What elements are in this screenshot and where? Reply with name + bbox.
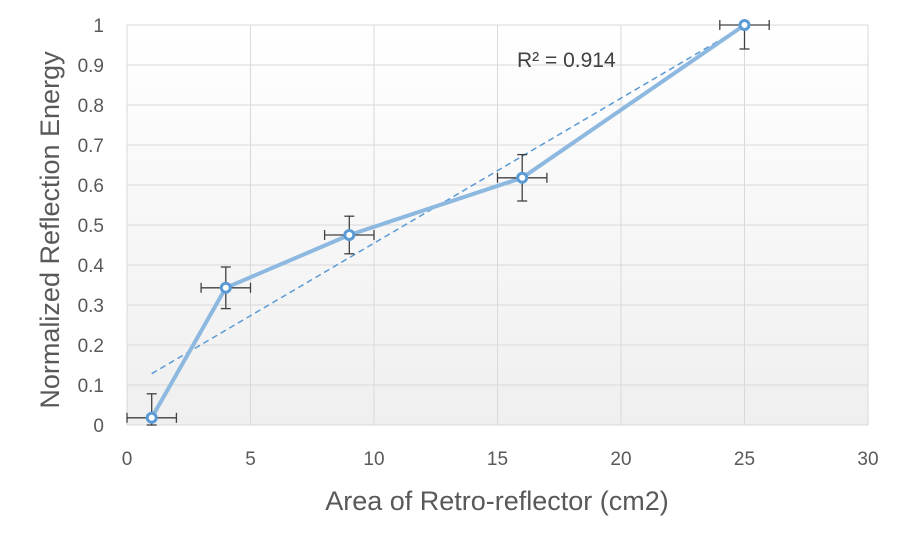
x-axis-ticks: 0 5 10 15 20 25 30: [122, 449, 879, 470]
x-tick-label-0: 0: [122, 449, 133, 470]
data-points: [145, 19, 751, 424]
r-squared-label: R² = 0.914: [517, 49, 616, 72]
y-tick-label-5: 0.5: [78, 216, 104, 237]
trendline: [151, 25, 745, 375]
x-tick-label-5: 25: [734, 449, 755, 470]
y-tick-label-6: 0.6: [78, 176, 104, 197]
y-axis-ticks: 0 0.1 0.2 0.3 0.4 0.5 0.6 0.7 0.8 0.9 1: [78, 16, 105, 437]
x-tick-label-2: 10: [363, 449, 384, 470]
x-tick-label-1: 5: [245, 449, 256, 470]
trendline-line: [151, 25, 745, 375]
data-point-2: [343, 229, 356, 241]
y-tick-label-8: 0.8: [78, 96, 104, 117]
x-tick-label-6: 30: [857, 449, 878, 470]
data-point-0: [145, 411, 158, 424]
y-tick-label-2: 0.2: [78, 336, 104, 357]
y-tick-label-7: 0.7: [78, 136, 104, 157]
y-tick-label-4: 0.4: [78, 256, 105, 277]
data-point-3: [516, 171, 529, 184]
x-axis-title: Area of Retro-reflector (cm2): [325, 486, 669, 516]
x-tick-label-3: 15: [487, 449, 508, 470]
y-tick-label-10: 1: [93, 16, 104, 37]
data-point-1: [219, 281, 232, 294]
y-tick-label-1: 0.1: [78, 376, 104, 397]
y-tick-label-0: 0: [93, 416, 104, 437]
y-tick-label-3: 0.3: [78, 296, 104, 317]
x-tick-label-4: 20: [610, 449, 631, 470]
y-axis-title: Normalized Reflection Energy: [35, 51, 65, 409]
data-point-4: [738, 19, 751, 31]
y-tick-label-9: 0.9: [78, 56, 104, 77]
